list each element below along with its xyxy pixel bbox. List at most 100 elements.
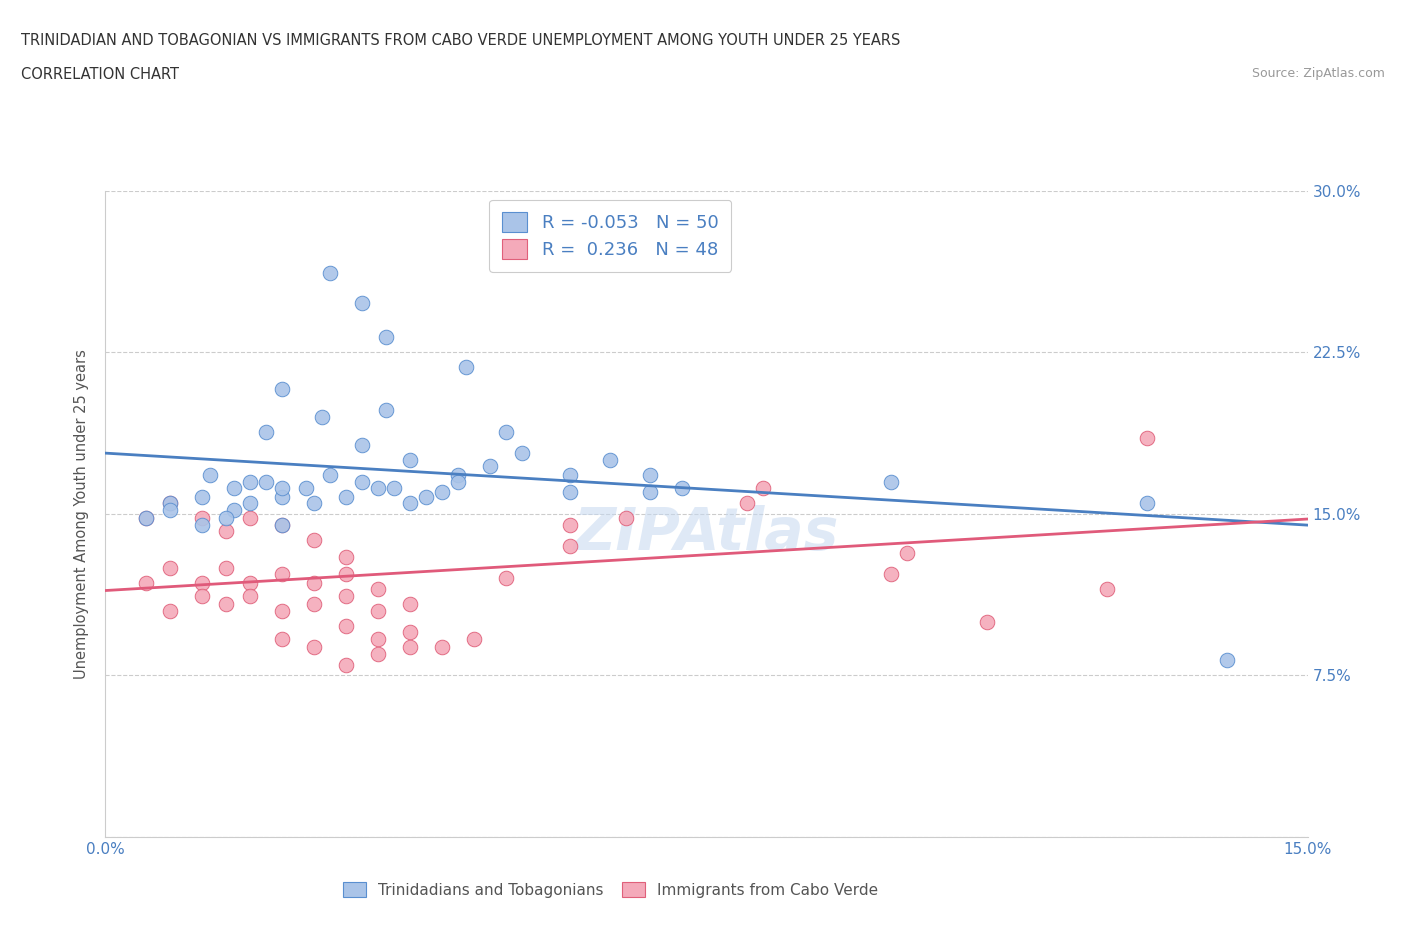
Point bbox=[302, 640, 325, 655]
Point bbox=[367, 604, 389, 618]
Point bbox=[239, 496, 262, 511]
Point bbox=[302, 532, 325, 547]
Point bbox=[270, 489, 292, 504]
Point bbox=[190, 511, 212, 525]
Point bbox=[198, 468, 221, 483]
Point bbox=[560, 485, 582, 499]
Point bbox=[374, 330, 398, 345]
Point bbox=[399, 496, 422, 511]
Point bbox=[270, 381, 292, 396]
Point bbox=[190, 517, 212, 532]
Point bbox=[374, 403, 398, 418]
Point bbox=[463, 631, 485, 646]
Point bbox=[447, 468, 470, 483]
Text: ZIPAtlas: ZIPAtlas bbox=[574, 505, 839, 562]
Point bbox=[311, 409, 333, 424]
Point bbox=[1136, 431, 1159, 445]
Point bbox=[214, 511, 236, 525]
Point bbox=[735, 496, 758, 511]
Text: TRINIDADIAN AND TOBAGONIAN VS IMMIGRANTS FROM CABO VERDE UNEMPLOYMENT AMONG YOUT: TRINIDADIAN AND TOBAGONIAN VS IMMIGRANTS… bbox=[21, 33, 900, 47]
Point bbox=[415, 489, 437, 504]
Point bbox=[239, 589, 262, 604]
Point bbox=[335, 550, 357, 565]
Point bbox=[190, 589, 212, 604]
Point bbox=[222, 502, 245, 517]
Point bbox=[135, 576, 157, 591]
Point bbox=[896, 545, 918, 560]
Point bbox=[214, 560, 236, 575]
Point bbox=[495, 424, 517, 439]
Point bbox=[367, 582, 389, 597]
Point bbox=[254, 474, 277, 489]
Point bbox=[302, 576, 325, 591]
Text: CORRELATION CHART: CORRELATION CHART bbox=[21, 67, 179, 82]
Point bbox=[190, 489, 212, 504]
Point bbox=[399, 597, 422, 612]
Point bbox=[270, 517, 292, 532]
Point bbox=[350, 437, 373, 452]
Point bbox=[135, 511, 157, 525]
Point bbox=[214, 597, 236, 612]
Point bbox=[1097, 582, 1119, 597]
Point bbox=[270, 604, 292, 618]
Point bbox=[270, 481, 292, 496]
Point bbox=[159, 604, 181, 618]
Point bbox=[302, 597, 325, 612]
Point bbox=[367, 481, 389, 496]
Point bbox=[880, 566, 903, 581]
Point bbox=[510, 446, 533, 461]
Point bbox=[1216, 653, 1239, 668]
Point bbox=[159, 502, 181, 517]
Point bbox=[399, 453, 422, 468]
Point bbox=[159, 496, 181, 511]
Point bbox=[135, 511, 157, 525]
Point bbox=[447, 474, 470, 489]
Point bbox=[399, 625, 422, 640]
Point bbox=[190, 576, 212, 591]
Point bbox=[335, 589, 357, 604]
Point bbox=[599, 453, 621, 468]
Point bbox=[350, 295, 373, 310]
Point bbox=[319, 265, 342, 280]
Point bbox=[214, 524, 236, 538]
Point bbox=[319, 468, 342, 483]
Point bbox=[335, 658, 357, 672]
Point bbox=[399, 640, 422, 655]
Y-axis label: Unemployment Among Youth under 25 years: Unemployment Among Youth under 25 years bbox=[75, 349, 90, 679]
Point bbox=[454, 360, 477, 375]
Point bbox=[479, 459, 502, 474]
Text: Source: ZipAtlas.com: Source: ZipAtlas.com bbox=[1251, 67, 1385, 80]
Point bbox=[222, 481, 245, 496]
Point bbox=[560, 538, 582, 553]
Point bbox=[640, 468, 662, 483]
Point bbox=[159, 496, 181, 511]
Point bbox=[335, 566, 357, 581]
Point bbox=[159, 560, 181, 575]
Point bbox=[1136, 496, 1159, 511]
Point bbox=[495, 571, 517, 586]
Point bbox=[616, 511, 638, 525]
Point bbox=[270, 566, 292, 581]
Point bbox=[560, 517, 582, 532]
Point bbox=[239, 576, 262, 591]
Point bbox=[239, 474, 262, 489]
Point bbox=[335, 489, 357, 504]
Point bbox=[510, 237, 533, 252]
Point bbox=[751, 481, 773, 496]
Point bbox=[270, 517, 292, 532]
Point bbox=[560, 468, 582, 483]
Point bbox=[430, 640, 453, 655]
Point bbox=[254, 424, 277, 439]
Point bbox=[270, 631, 292, 646]
Point bbox=[671, 481, 693, 496]
Point bbox=[239, 511, 262, 525]
Point bbox=[302, 496, 325, 511]
Point bbox=[295, 481, 318, 496]
Point bbox=[640, 485, 662, 499]
Point bbox=[976, 614, 998, 629]
Point bbox=[382, 481, 405, 496]
Legend: Trinidadians and Tobagonians, Immigrants from Cabo Verde: Trinidadians and Tobagonians, Immigrants… bbox=[336, 875, 884, 904]
Point bbox=[430, 485, 453, 499]
Point bbox=[367, 646, 389, 661]
Point bbox=[335, 618, 357, 633]
